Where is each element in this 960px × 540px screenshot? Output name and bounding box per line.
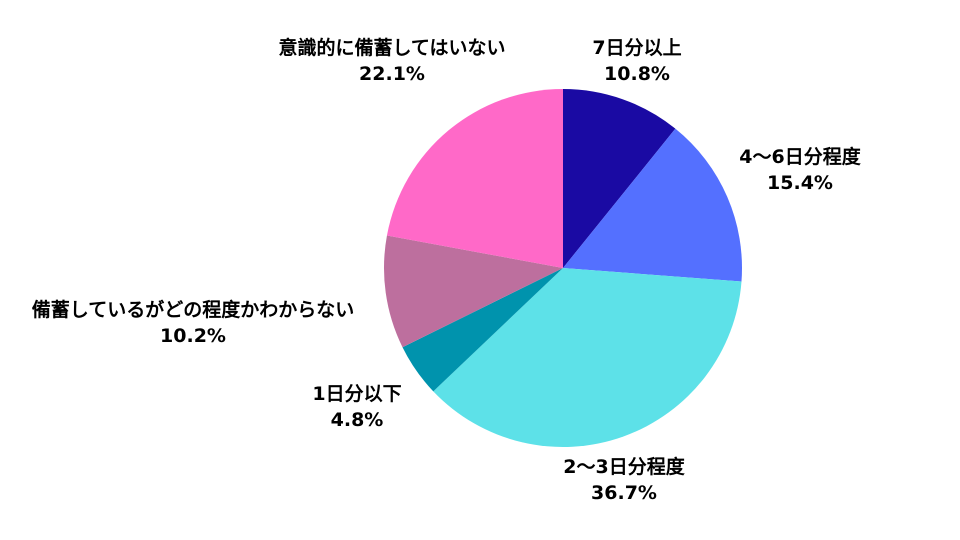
pie-slice-6 <box>386 89 563 268</box>
pie-slice-4 <box>402 268 563 392</box>
pie-labels: 7日分以上 10.8% 4〜6日分程度 15.4% 2〜3日分程度 36.7% 1日分以下 4… <box>32 36 862 504</box>
slice-label-6: 意識的に備蓄してはいない 22.1% <box>278 36 505 85</box>
pie-slice-1 <box>563 89 676 268</box>
slice-label-3: 2〜3日分程度 36.7% <box>563 455 685 504</box>
slice-label-2: 4〜6日分程度 15.4% <box>739 145 861 194</box>
slice-label-4: 1日分以下 4.8% <box>312 383 401 431</box>
pie-slice-3 <box>433 268 742 447</box>
pie-slices <box>383 89 742 447</box>
slice-label-5: 備蓄しているがどの程度かわからない 10.2% <box>32 298 354 347</box>
slice-label-1: 7日分以上 10.8% <box>592 37 681 85</box>
pie-slice-5 <box>383 235 563 348</box>
pie-slice-2 <box>563 128 742 282</box>
